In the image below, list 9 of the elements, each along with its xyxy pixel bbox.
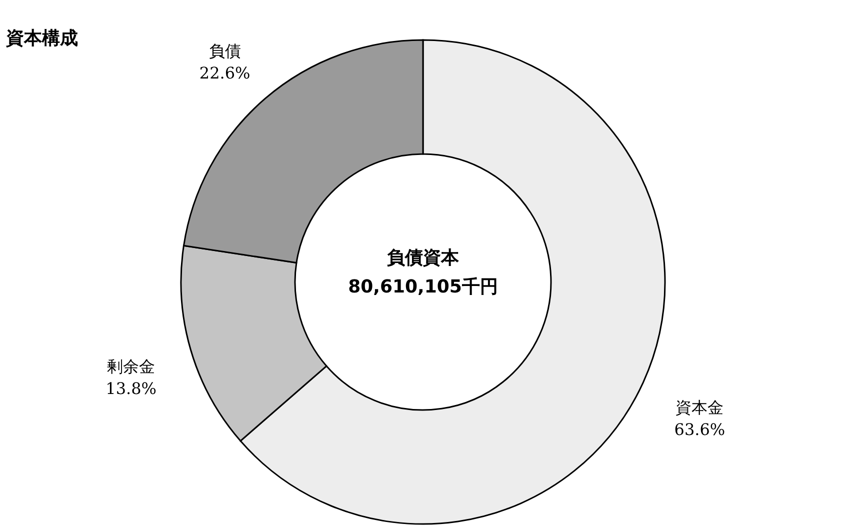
data-label: 22.6% — [199, 63, 250, 82]
chart-title: 資本構成 — [5, 28, 78, 49]
data-label: 63.6% — [674, 420, 726, 439]
text: 80,610,105千円 — [348, 276, 498, 298]
slice-label: 負債 — [208, 41, 241, 60]
slice-label: 剰余金 — [107, 356, 156, 376]
data-label: 13.8% — [106, 378, 156, 398]
slice-label: 資本金 — [676, 398, 724, 417]
text: 負債資本 — [387, 248, 460, 268]
